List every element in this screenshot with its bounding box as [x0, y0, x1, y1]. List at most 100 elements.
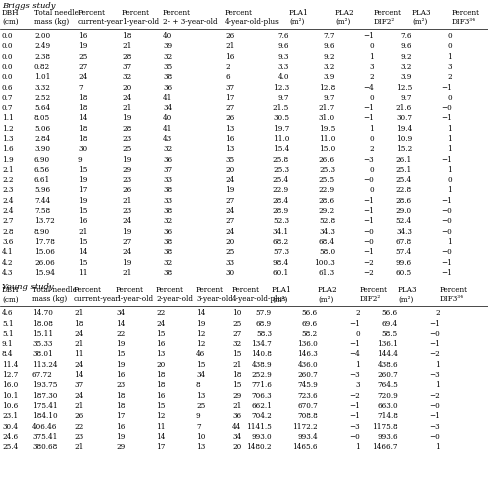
Text: 25.4: 25.4: [2, 443, 18, 451]
Text: 1: 1: [447, 238, 452, 246]
Text: 22: 22: [156, 309, 165, 317]
Text: 11: 11: [78, 269, 87, 277]
Text: −4: −4: [363, 84, 374, 92]
Text: −1: −1: [363, 207, 374, 215]
Text: −1: −1: [349, 320, 360, 328]
Text: 17: 17: [78, 186, 87, 194]
Text: 15.2: 15.2: [396, 145, 412, 153]
Text: 52.4: 52.4: [396, 217, 412, 225]
Text: 25: 25: [196, 402, 205, 410]
Text: 4.3: 4.3: [2, 269, 13, 277]
Text: 26.6: 26.6: [319, 156, 335, 164]
Text: 1.1: 1.1: [2, 114, 14, 122]
Text: 6.56: 6.56: [34, 166, 50, 174]
Text: 436.0: 436.0: [297, 361, 318, 369]
Text: 25.1: 25.1: [396, 166, 412, 174]
Text: 14: 14: [116, 320, 125, 328]
Text: 34: 34: [196, 371, 205, 379]
Text: 19: 19: [196, 320, 205, 328]
Text: 0.0: 0.0: [2, 53, 14, 61]
Text: Percent
DIF3³⁴: Percent DIF3³⁴: [440, 286, 468, 304]
Text: Total needle
mass (kg): Total needle mass (kg): [34, 9, 79, 26]
Text: 29: 29: [116, 443, 125, 451]
Text: 12.3: 12.3: [273, 84, 289, 92]
Text: 9.7: 9.7: [324, 94, 335, 102]
Text: 33: 33: [163, 176, 172, 184]
Text: 4.1: 4.1: [2, 248, 14, 257]
Text: 35: 35: [225, 156, 234, 164]
Text: 13.72: 13.72: [34, 217, 55, 225]
Text: Percent
DIF3³⁴: Percent DIF3³⁴: [452, 9, 480, 26]
Text: DBH
(cm): DBH (cm): [2, 286, 20, 304]
Text: 52.3: 52.3: [273, 217, 289, 225]
Text: −2: −2: [429, 350, 440, 358]
Text: 32: 32: [163, 53, 172, 61]
Text: 16: 16: [78, 32, 87, 40]
Text: 15: 15: [156, 330, 165, 338]
Text: 3: 3: [447, 63, 452, 71]
Text: 33: 33: [163, 197, 172, 205]
Text: 2.84: 2.84: [34, 135, 50, 143]
Text: Percent
current-year: Percent current-year: [74, 286, 120, 304]
Text: 30.4: 30.4: [2, 422, 18, 430]
Text: 18: 18: [122, 32, 131, 40]
Text: 58.3: 58.3: [256, 330, 272, 338]
Text: 58.0: 58.0: [319, 248, 335, 257]
Text: 36: 36: [232, 412, 241, 420]
Text: 0: 0: [447, 94, 452, 102]
Text: 23: 23: [122, 207, 131, 215]
Text: 19: 19: [78, 197, 87, 205]
Text: 1: 1: [447, 166, 452, 174]
Text: 13: 13: [196, 392, 205, 400]
Text: 20: 20: [225, 166, 234, 174]
Text: 706.3: 706.3: [251, 392, 272, 400]
Text: 27: 27: [225, 197, 234, 205]
Text: 21: 21: [74, 309, 83, 317]
Text: 21: 21: [232, 361, 242, 369]
Text: 18: 18: [156, 371, 165, 379]
Text: 25: 25: [78, 53, 87, 61]
Text: 24: 24: [225, 227, 234, 235]
Text: 2.00: 2.00: [34, 32, 50, 40]
Text: Percent
DIF2²: Percent DIF2²: [360, 286, 388, 304]
Text: 8.05: 8.05: [34, 114, 50, 122]
Text: 56.6: 56.6: [382, 309, 398, 317]
Text: 12.5: 12.5: [396, 84, 412, 92]
Text: 25: 25: [122, 145, 131, 153]
Text: −1: −1: [441, 156, 452, 164]
Text: 18: 18: [116, 392, 125, 400]
Text: 13: 13: [196, 443, 205, 451]
Text: 136.0: 136.0: [297, 340, 318, 348]
Text: 438.6: 438.6: [377, 361, 398, 369]
Text: 1: 1: [447, 53, 452, 61]
Text: −1: −1: [363, 104, 374, 112]
Text: DBH
(cm): DBH (cm): [2, 9, 20, 26]
Text: PLA2
(m²): PLA2 (m²): [335, 9, 355, 26]
Text: 29.0: 29.0: [396, 207, 412, 215]
Text: 0: 0: [447, 42, 452, 50]
Text: 18: 18: [116, 402, 125, 410]
Text: 1172.2: 1172.2: [292, 422, 318, 430]
Text: 35: 35: [163, 63, 172, 71]
Text: 37: 37: [225, 84, 234, 92]
Text: 10: 10: [196, 433, 205, 441]
Text: 31.0: 31.0: [319, 114, 335, 122]
Text: −0: −0: [363, 176, 374, 184]
Text: 16: 16: [78, 217, 87, 225]
Text: 16.0: 16.0: [2, 381, 18, 389]
Text: 13: 13: [156, 350, 165, 358]
Text: 68.9: 68.9: [256, 320, 272, 328]
Text: 2: 2: [447, 73, 452, 81]
Text: −1: −1: [441, 259, 452, 267]
Text: 14: 14: [78, 114, 87, 122]
Text: 1.2: 1.2: [2, 125, 14, 133]
Text: 144.4: 144.4: [377, 350, 398, 358]
Text: 0.7: 0.7: [2, 94, 14, 102]
Text: −1: −1: [363, 217, 374, 225]
Text: 32: 32: [122, 73, 131, 81]
Text: 26: 26: [74, 412, 83, 420]
Text: 38: 38: [163, 248, 172, 257]
Text: 113.24: 113.24: [32, 361, 58, 369]
Text: 21: 21: [74, 443, 83, 451]
Text: 24: 24: [225, 176, 234, 184]
